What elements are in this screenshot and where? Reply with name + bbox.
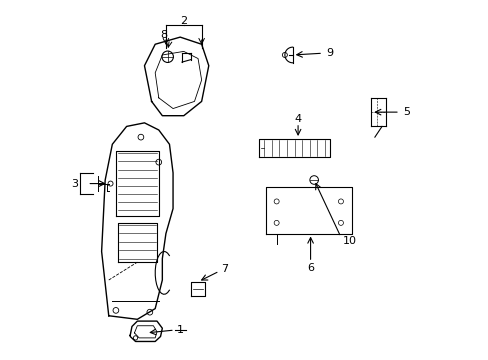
Text: 7: 7: [221, 264, 228, 274]
Text: 6: 6: [306, 262, 313, 273]
Text: 8: 8: [160, 30, 167, 40]
Text: 2: 2: [180, 16, 187, 26]
Text: 9: 9: [326, 48, 333, 58]
Text: 1: 1: [176, 325, 183, 335]
Text: 3: 3: [71, 179, 78, 189]
Text: 5: 5: [403, 107, 410, 117]
Text: 10: 10: [342, 236, 356, 246]
Text: 4: 4: [294, 114, 301, 124]
